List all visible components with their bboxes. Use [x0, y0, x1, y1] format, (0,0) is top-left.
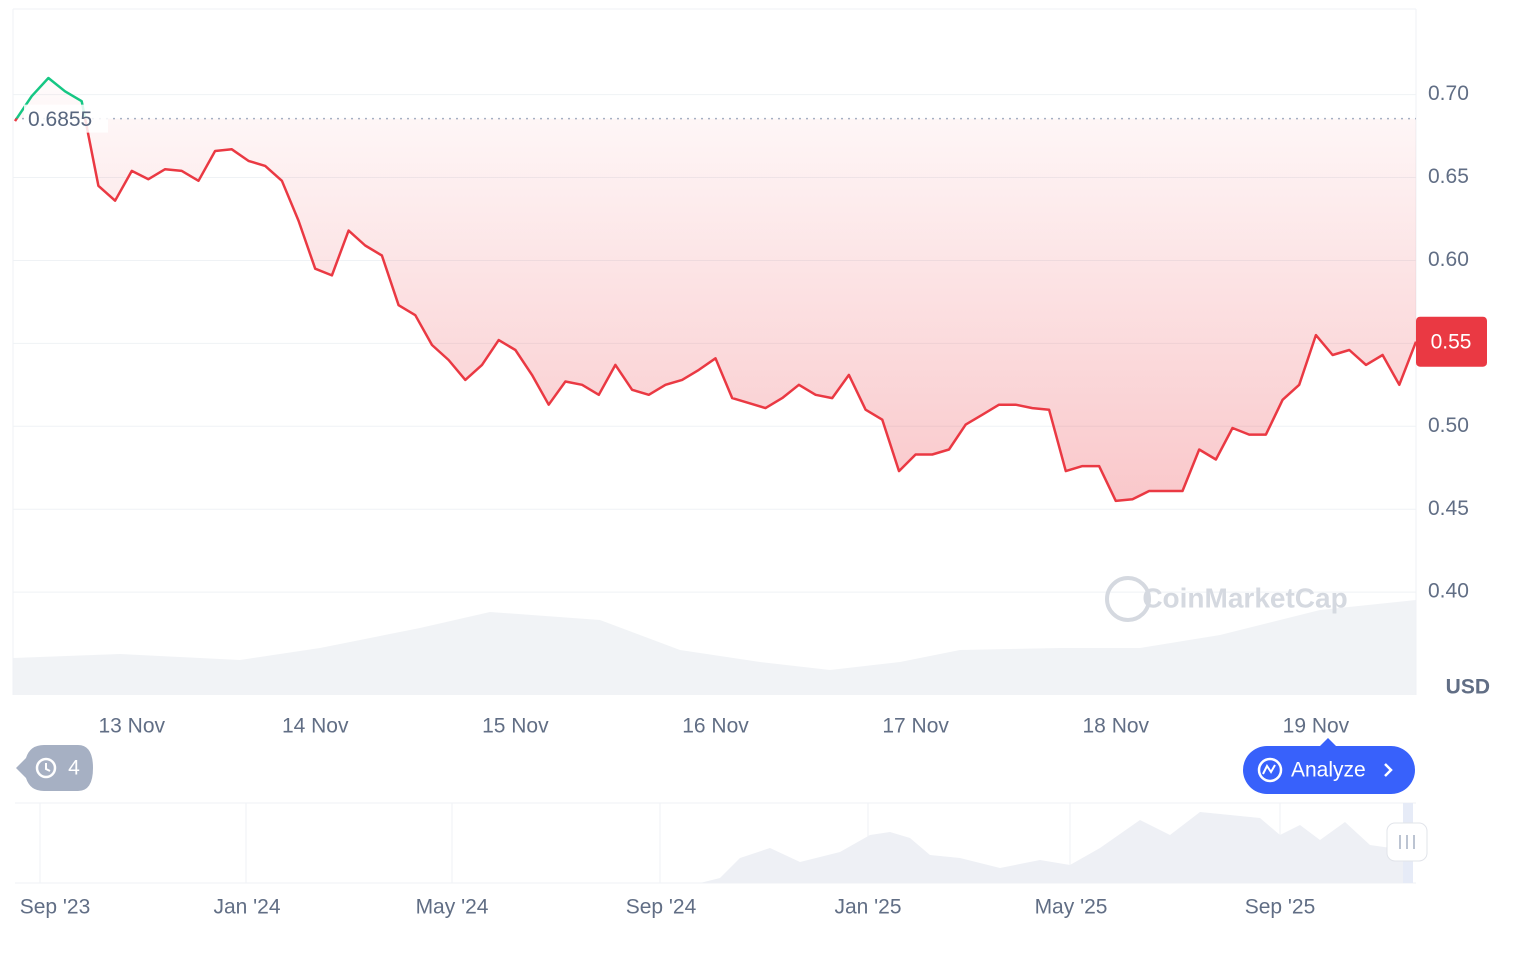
y-tick-label: 0.50 — [1428, 414, 1469, 437]
navigator-label: May '25 — [1035, 896, 1108, 919]
y-tick-label: 0.40 — [1428, 580, 1469, 603]
history-count: 4 — [68, 757, 80, 780]
y-tick-label: 0.65 — [1428, 165, 1469, 188]
analyze-button[interactable]: Analyze — [1243, 738, 1415, 794]
x-tick-label: 13 Nov — [98, 715, 165, 738]
navigator-label: Jan '25 — [834, 896, 901, 919]
x-tick-label: 15 Nov — [482, 715, 549, 738]
reference-label-bg — [24, 104, 108, 133]
navigator-label: Sep '23 — [20, 896, 91, 919]
price-area — [15, 78, 1416, 501]
navigator-label: May '24 — [416, 896, 489, 919]
y-tick-label: 0.45 — [1428, 497, 1469, 520]
history-button[interactable]: 4 — [16, 745, 93, 791]
analyze-label: Analyze — [1291, 759, 1366, 782]
reference-label: 0.6855 — [28, 108, 92, 131]
navigator-label: Sep '24 — [626, 896, 697, 919]
x-tick-label: 14 Nov — [282, 715, 349, 738]
y-tick-label: 0.60 — [1428, 248, 1469, 271]
x-tick-label: 17 Nov — [882, 715, 949, 738]
x-tick-label: 18 Nov — [1083, 715, 1150, 738]
x-tick-label: 16 Nov — [682, 715, 749, 738]
watermark: CoinMarketCap — [1142, 582, 1347, 613]
price-label: 0.55 — [1431, 330, 1472, 353]
x-tick-label: 19 Nov — [1283, 715, 1350, 738]
navigator — [15, 802, 1428, 884]
price-line — [13, 76, 1418, 503]
volume-area — [13, 600, 1416, 695]
watermark-logo — [1105, 576, 1151, 622]
navigator-label: Sep '25 — [1245, 896, 1316, 919]
y-tick-label: 0.70 — [1428, 82, 1469, 105]
currency-label: USD — [1446, 676, 1490, 699]
price-badge — [1416, 316, 1487, 367]
navigator-label: Jan '24 — [213, 896, 280, 919]
